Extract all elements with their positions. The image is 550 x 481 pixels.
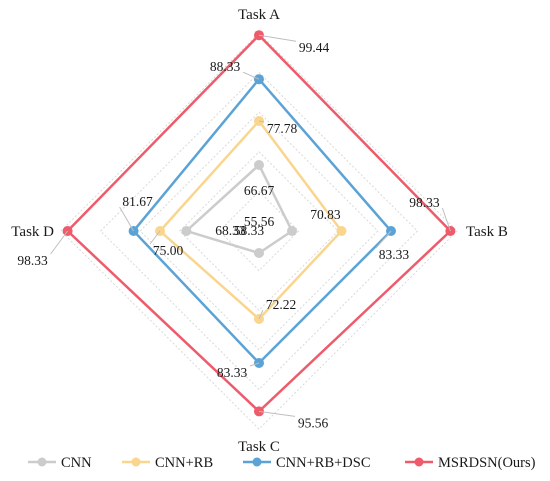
leader-line-msrdsn-ours-4: [50, 230, 69, 255]
value-label-cnn-1: 66.67: [244, 183, 275, 198]
value-label-cnn-rb-3: 72.22: [266, 297, 296, 312]
data-point-cnn-2: [286, 226, 297, 236]
axis-label-task-b: Task B: [466, 224, 508, 240]
legend-label-cnn-rb-dsc: CNN+RB+DSC: [276, 455, 371, 471]
value-label-cnn-rb-4: 75.00: [153, 243, 184, 258]
leader-line-cnn-rb-dsc-2: [375, 230, 392, 249]
value-label-msrdsn-ours-2: 98.33: [409, 195, 440, 210]
value-label-msrdsn-ours-4: 98.33: [17, 253, 48, 268]
axis-label-task-c: Task C: [238, 439, 280, 455]
leader-line-msrdsn-ours-3: [258, 410, 296, 417]
legend-label-cnn-rb: CNN+RB: [155, 455, 213, 471]
data-point-cnn-4: [181, 226, 192, 236]
grid-ring-5: [60, 32, 458, 430]
legend-item-cnn-rb-dsc: CNN+RB+DSC: [243, 455, 371, 471]
axis-label-task-d: Task D: [11, 224, 54, 240]
grid-ring-3: [139, 111, 379, 351]
value-label-cnn-rb-dsc-1: 88.33: [210, 59, 241, 74]
value-label-cnn-rb-dsc-4: 81.67: [122, 194, 153, 209]
value-label-cnn-rb-dsc-2: 83.33: [379, 247, 410, 262]
grid-ring-4: [99, 71, 419, 391]
value-label-msrdsn-ours-1: 99.44: [299, 40, 330, 55]
value-label-cnn-rb-2: 70.83: [310, 207, 341, 222]
leader-line-cnn-rb-dsc-1: [242, 71, 260, 80]
grid-ring-2: [179, 151, 339, 311]
legend-label-cnn: CNN: [61, 455, 92, 471]
legend-marker-cnn-rb: [131, 457, 141, 467]
legend-label-msrdsn: MSRDSN(Ours): [438, 455, 536, 471]
leader-line-msrdsn-ours-1: [258, 34, 297, 42]
value-label-leaders: [50, 34, 451, 417]
value-label-cnn-4: 68.33: [215, 223, 246, 238]
axis-label-task-a: Task A: [238, 7, 280, 23]
leader-line-cnn-rb-dsc-4: [119, 206, 135, 232]
legend: CNN CNN+RB CNN+RB+DSC MSRDSN(Ours): [28, 455, 536, 471]
legend-marker-cnn: [37, 457, 47, 467]
leader-line-cnn-rb-1: [258, 120, 265, 123]
legend-marker-msrdsn: [414, 457, 424, 467]
data-point-cnn-1: [254, 159, 264, 170]
value-label-cnn-3: 55.56: [244, 214, 275, 229]
leader-line-cnn-rb-dsc-3: [249, 362, 260, 367]
leader-line-cnn-rb-4: [149, 230, 161, 245]
legend-marker-cnn-rb-dsc: [252, 457, 262, 467]
value-label-cnn-2: 58.33: [234, 223, 265, 238]
value-label-cnn-rb-1: 77.78: [267, 121, 298, 136]
data-point-cnn-3: [254, 248, 264, 259]
value-label-msrdsn-ours-3: 95.56: [298, 415, 329, 430]
legend-item-cnn-rb: CNN+RB: [122, 455, 213, 471]
leader-line-cnn-rb-3: [258, 309, 264, 320]
radar-grid: [60, 32, 458, 430]
legend-item-cnn: CNN: [28, 455, 92, 471]
value-label-cnn-rb-dsc-3: 83.33: [217, 365, 248, 380]
data-point-cnn-rb-2: [336, 226, 347, 236]
legend-item-msrdsn: MSRDSN(Ours): [405, 455, 536, 471]
leader-line-msrdsn-ours-2: [441, 207, 451, 232]
